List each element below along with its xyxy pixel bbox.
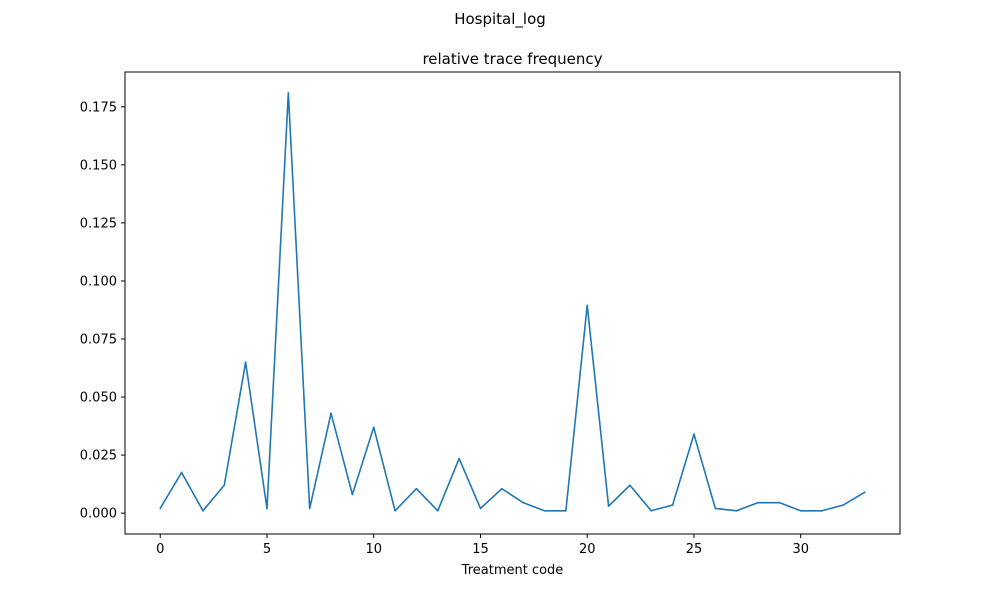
data-point <box>415 487 418 490</box>
data-point <box>842 504 845 506</box>
plot-frame <box>124 71 901 535</box>
data-point <box>351 493 354 496</box>
data-point <box>330 412 332 415</box>
x-tick-label: 0 <box>156 542 164 557</box>
x-tick-label: 25 <box>686 542 703 557</box>
y-tick-label: 0.175 <box>80 100 117 115</box>
y-tick-label: 0.000 <box>80 507 117 522</box>
data-point <box>586 304 589 307</box>
data-point <box>778 501 781 504</box>
figure-title: Hospital_log <box>454 10 546 29</box>
data-point <box>757 501 759 504</box>
x-axis-label: Treatment code <box>461 563 564 578</box>
data-point <box>671 504 674 506</box>
data-point <box>223 484 226 487</box>
data-point <box>287 92 290 94</box>
data-point <box>650 509 653 512</box>
data-point <box>479 507 482 510</box>
data-point <box>714 507 717 510</box>
x-axis: 0 5 10 15 20 25 30 <box>156 534 809 557</box>
chart-title: relative trace frequency <box>422 50 602 68</box>
data-point <box>266 507 268 510</box>
data-point <box>159 507 162 510</box>
data-point <box>501 487 503 490</box>
data-point <box>693 433 695 435</box>
data-point <box>863 491 866 494</box>
series-line <box>159 92 866 512</box>
y-tick-label: 0.100 <box>80 274 117 289</box>
data-point <box>244 361 247 364</box>
data-point <box>607 505 610 507</box>
data-point <box>821 509 823 512</box>
y-tick-label: 0.150 <box>80 158 117 173</box>
data-point <box>436 509 439 512</box>
y-tick-label: 0.125 <box>80 216 117 231</box>
x-tick-label: 30 <box>792 542 809 557</box>
data-point <box>308 507 311 510</box>
y-tick-label: 0.075 <box>80 332 117 347</box>
y-tick-label: 0.025 <box>80 449 117 464</box>
data-point <box>180 471 183 474</box>
data-point <box>522 501 524 504</box>
data-point <box>394 509 396 512</box>
data-point <box>372 426 375 429</box>
data-point <box>202 509 204 512</box>
data-point <box>735 509 738 512</box>
x-tick-label: 15 <box>472 542 489 557</box>
data-point <box>799 509 802 512</box>
x-tick-label: 20 <box>579 542 596 557</box>
data-point <box>565 509 567 512</box>
x-tick-label: 5 <box>263 542 271 557</box>
data-point <box>458 457 460 460</box>
data-point <box>629 484 631 487</box>
plot-series <box>159 92 866 512</box>
y-axis: 0.000 0.025 0.050 0.075 0.100 0.125 0.150 0.175 <box>80 100 125 522</box>
x-tick-label: 10 <box>365 542 382 557</box>
data-point <box>543 509 546 512</box>
y-tick-label: 0.050 <box>80 391 117 406</box>
